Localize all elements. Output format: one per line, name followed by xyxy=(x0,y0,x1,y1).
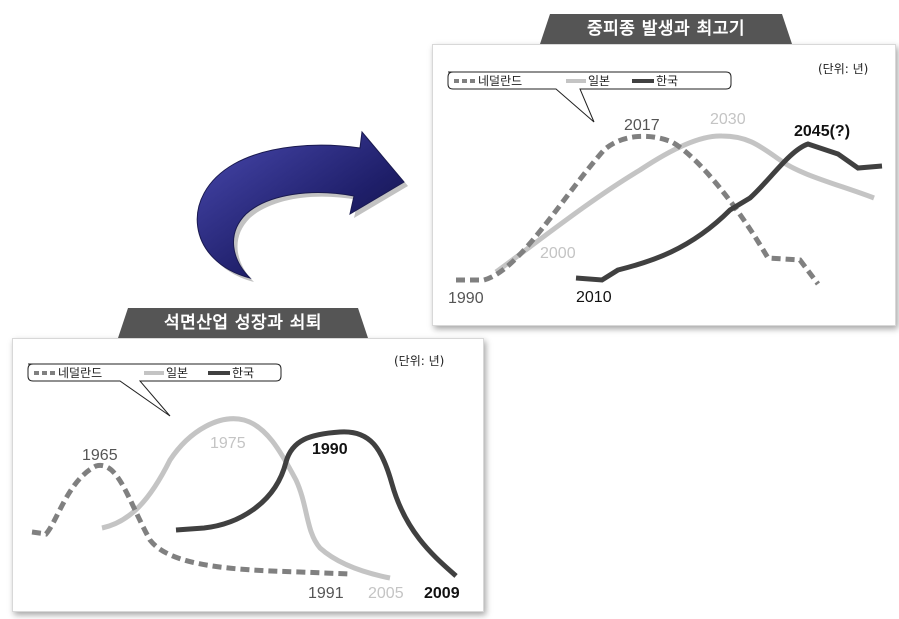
top-series-korea xyxy=(575,141,883,283)
legend-label-japan-bottom: 일본 xyxy=(166,366,188,380)
top-series-netherlands xyxy=(456,133,820,286)
top-label-jp-peak: 2030 xyxy=(710,111,746,128)
top-unit-label: (단위: 년) xyxy=(818,62,869,76)
top-chart-title: 중피종 발생과 최고기 xyxy=(540,14,792,44)
top-chart-panel xyxy=(432,44,896,326)
curved-arrow-icon xyxy=(196,130,408,282)
legend-label-netherlands: 네덜란드 xyxy=(478,74,522,88)
bottom-label-kr-end: 2009 xyxy=(424,585,460,602)
legend-label-korea-bottom: 한국 xyxy=(232,366,254,380)
legend-label-japan: 일본 xyxy=(588,74,610,88)
bottom-label-nl-peak: 1965 xyxy=(82,447,118,464)
bottom-label-kr-peak: 1990 xyxy=(312,441,348,458)
bottom-series-japan xyxy=(101,416,391,581)
bottom-label-jp-end: 2005 xyxy=(368,585,404,602)
bottom-label-jp-peak: 1975 xyxy=(210,435,246,452)
top-label-nl-start: 1990 xyxy=(448,290,484,307)
bottom-unit-label: (단위: 년) xyxy=(394,354,445,368)
legend-label-netherlands-bottom: 네덜란드 xyxy=(58,366,102,380)
bottom-chart-title: 석면산업 성장과 쇠퇴 xyxy=(118,308,368,338)
top-label-kr-peak: 2045(?) xyxy=(794,123,850,140)
bottom-series-netherlands xyxy=(31,462,351,577)
top-label-nl-peak: 2017 xyxy=(624,117,660,134)
top-series-japan xyxy=(494,133,875,275)
bottom-label-nl-end: 1991 xyxy=(308,585,344,602)
top-legend: 네덜란드 일본 한국 xyxy=(447,71,732,123)
bottom-chart-panel xyxy=(12,338,484,612)
bottom-series-korea xyxy=(175,429,458,578)
top-label-jp-start: 2000 xyxy=(540,245,576,262)
bottom-legend: 네덜란드 일본 한국 xyxy=(27,363,282,417)
top-label-kr-start: 2010 xyxy=(576,289,612,306)
legend-label-korea: 한국 xyxy=(656,74,678,88)
